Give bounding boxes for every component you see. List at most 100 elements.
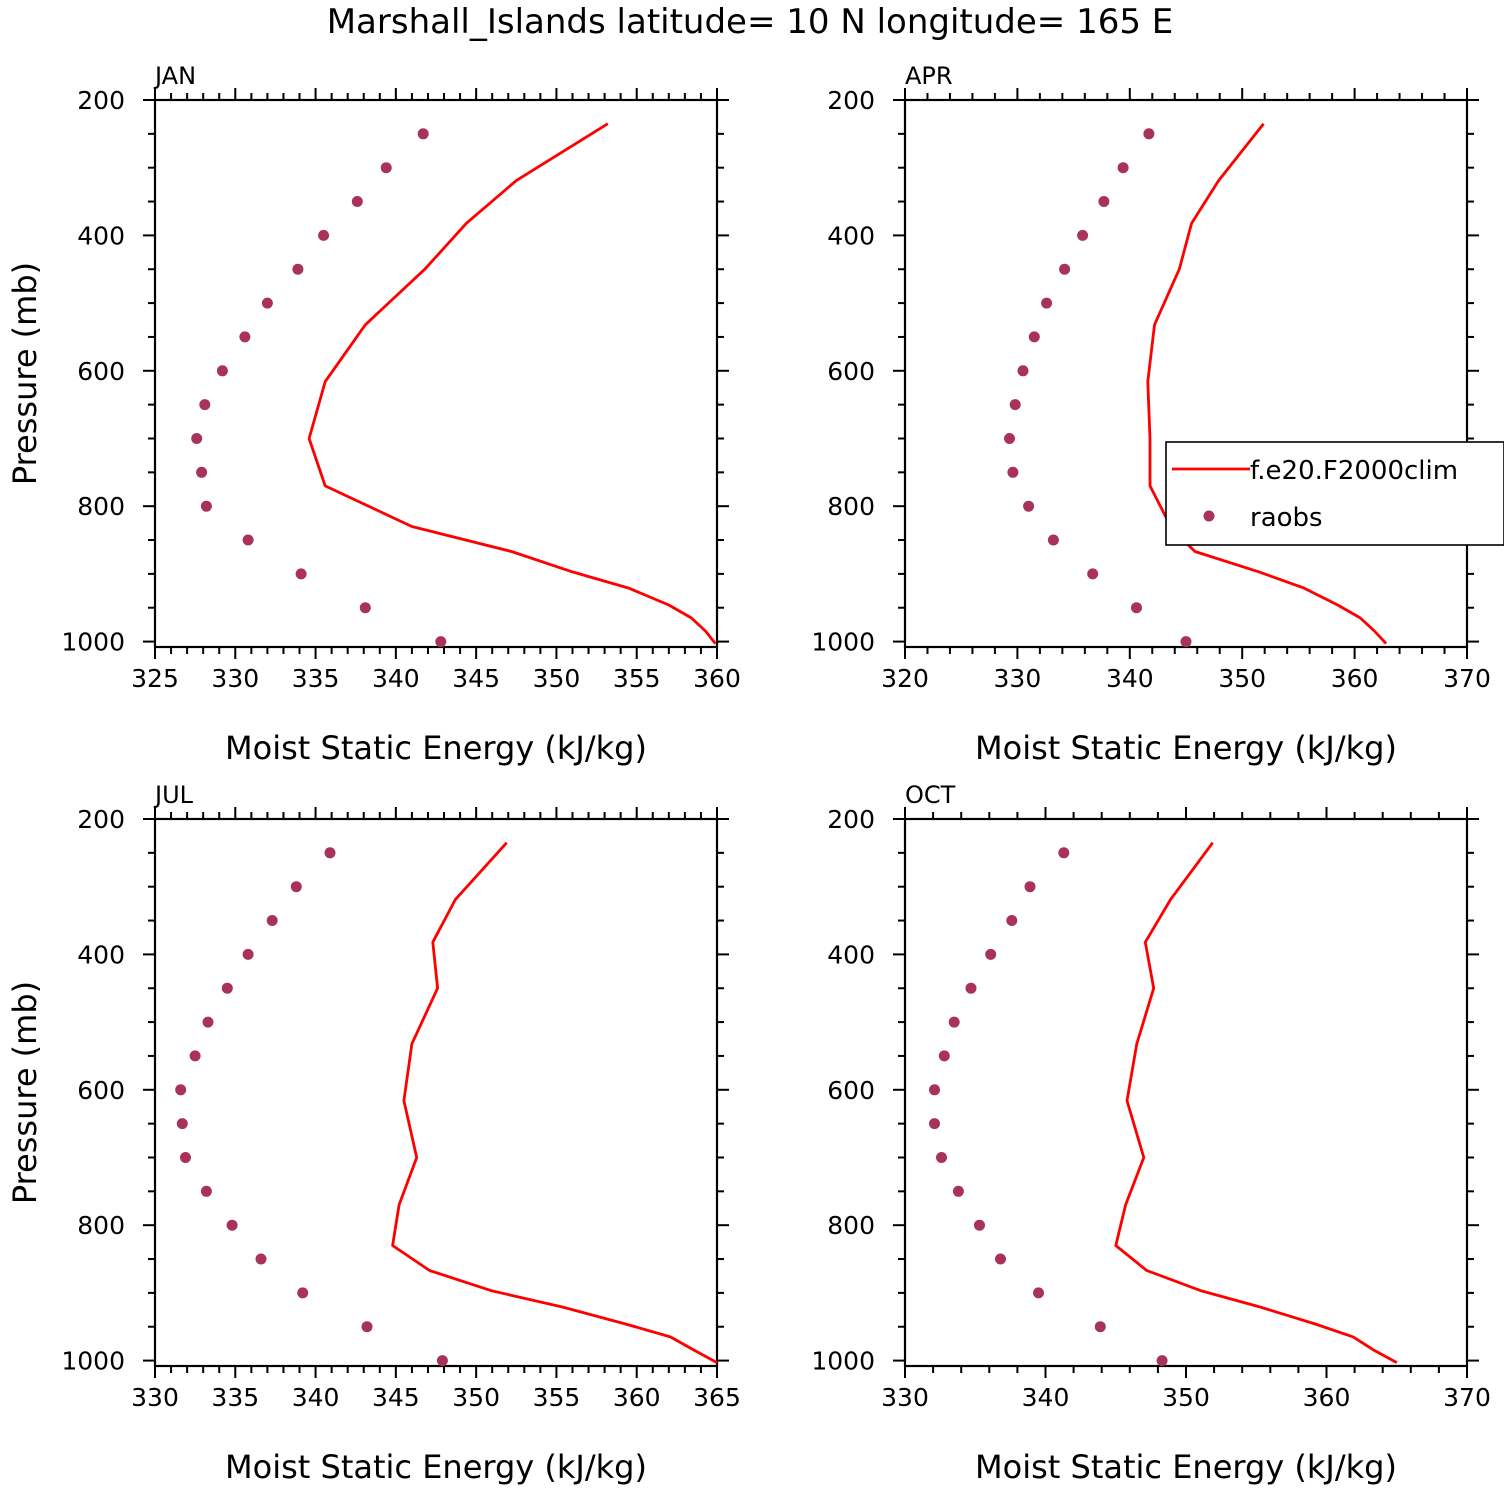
x-axis-label: Moist Static Energy (kJ/kg) [225, 729, 647, 767]
raobs-point [985, 948, 997, 960]
y-tick-label: 600 [827, 1076, 875, 1105]
x-tick-label: 350 [1162, 1383, 1210, 1412]
y-tick-label: 600 [77, 357, 125, 386]
y-tick-label: 800 [827, 1211, 875, 1240]
raobs-point [1131, 602, 1142, 614]
raobs-point [1077, 229, 1089, 241]
raobs-point [1047, 534, 1059, 546]
y-tick-label: 800 [77, 492, 125, 521]
y-tick-label: 600 [77, 1076, 125, 1105]
x-tick-label: 350 [1218, 664, 1266, 693]
raobs-point [295, 568, 307, 580]
raobs-point [189, 1050, 201, 1062]
raobs-point [1143, 128, 1155, 140]
x-tick-label: 370 [1443, 664, 1491, 693]
raobs-point [191, 433, 203, 444]
legend-marker-swatch [1203, 510, 1215, 522]
panel-apr: APR 320 330 340 350 360 370 200 400 600 800 1000 Moi… [811, 62, 1490, 767]
x-tick-label: 370 [1443, 1383, 1491, 1412]
y-tick-label: 200 [827, 86, 875, 115]
x-tick-label: 330 [131, 1383, 179, 1412]
x-tick-label: 340 [1106, 664, 1154, 693]
x-tick-label: 360 [693, 664, 741, 693]
raobs-point [1017, 365, 1029, 377]
raobs-point [226, 1219, 238, 1231]
raobs-point [952, 1185, 964, 1197]
x-tick-label: 350 [533, 664, 581, 693]
raobs-point [1024, 881, 1036, 893]
x-tick-label: 350 [452, 1383, 500, 1412]
x-tick-label: 320 [881, 664, 929, 693]
raobs-point [936, 1152, 947, 1163]
raobs-point [196, 466, 208, 478]
x-axis-label: Moist Static Energy (kJ/kg) [975, 1448, 1397, 1486]
raobs-point [965, 982, 977, 994]
y-tick-label: 200 [77, 86, 125, 115]
raobs-point [200, 1185, 212, 1197]
x-tick-label: 355 [533, 1383, 581, 1412]
y-tick-label: 1000 [61, 628, 125, 657]
panel-title: JUL [153, 781, 194, 809]
y-tick-label: 1000 [811, 1347, 875, 1376]
y-tick-label: 200 [77, 805, 125, 834]
raobs-point [242, 948, 254, 960]
x-tick-label: 335 [211, 1383, 259, 1412]
y-tick-label: 200 [827, 805, 875, 834]
legend-label-model: f.e20.F2000clim [1250, 456, 1458, 486]
x-tick-label: 335 [292, 664, 340, 693]
raobs-point [318, 229, 330, 241]
series-line-model [1114, 841, 1398, 1364]
raobs-point [1059, 263, 1071, 275]
panels: JAN 325 330 335 340 345 350 355 360 200 400 600 800 1… [6, 62, 1491, 1486]
raobs-point [1033, 1287, 1044, 1299]
raobs-point [1180, 636, 1192, 648]
panel-title: APR [905, 62, 953, 90]
x-tick-label: 360 [1331, 664, 1379, 693]
x-tick-label: 325 [131, 664, 179, 693]
legend: f.e20.F2000clim raobs [1165, 441, 1504, 546]
x-tick-label: 365 [693, 1383, 741, 1412]
y-tick-label: 800 [827, 492, 875, 521]
raobs-point [361, 1321, 373, 1333]
raobs-point [1009, 399, 1021, 411]
raobs-point [1156, 1355, 1168, 1367]
x-tick-label: 360 [613, 1383, 661, 1412]
raobs-point [290, 881, 302, 893]
y-axis-label: Pressure (mb) [6, 981, 44, 1204]
raobs-point [292, 263, 304, 275]
x-tick-label: 330 [881, 1383, 929, 1412]
x-tick-label: 345 [372, 1383, 420, 1412]
raobs-point [1098, 196, 1110, 207]
raobs-point [435, 636, 447, 648]
raobs-point [436, 1355, 448, 1367]
x-tick-label: 360 [1303, 1383, 1351, 1412]
plot-frame [153, 817, 719, 1368]
raobs-point [351, 196, 363, 207]
panel-oct: OCT 330 340 350 360 370 200 400 600 800 1000 Moist … [811, 781, 1490, 1486]
raobs-point [380, 162, 392, 174]
raobs-point [175, 1084, 187, 1096]
raobs-point [200, 500, 212, 512]
raobs-point [266, 915, 278, 926]
raobs-point [199, 399, 211, 411]
raobs-point [974, 1219, 985, 1231]
y-tick-label: 400 [827, 221, 875, 250]
raobs-point [221, 982, 233, 994]
series-line-model [391, 841, 718, 1364]
y-tick-label: 1000 [811, 628, 875, 657]
y-tick-label: 400 [77, 221, 125, 250]
x-axis-label: Moist Static Energy (kJ/kg) [225, 1448, 647, 1486]
raobs-point [261, 297, 273, 309]
series-line-model [307, 122, 717, 645]
legend-label-raobs: raobs [1250, 503, 1323, 533]
panel-title: OCT [905, 781, 956, 809]
panel-jan: JAN 325 330 335 340 345 350 355 360 200 400 600 800 1… [6, 62, 741, 767]
x-tick-label: 340 [1022, 1383, 1070, 1412]
y-tick-label: 600 [827, 357, 875, 386]
raobs-point [1007, 466, 1019, 478]
figure-title: Marshall_Islands latitude= 10 N longitud… [327, 2, 1174, 42]
y-tick-label: 400 [77, 940, 125, 969]
raobs-point [1094, 1321, 1106, 1333]
raobs-point [359, 602, 371, 614]
raobs-point [202, 1016, 214, 1028]
